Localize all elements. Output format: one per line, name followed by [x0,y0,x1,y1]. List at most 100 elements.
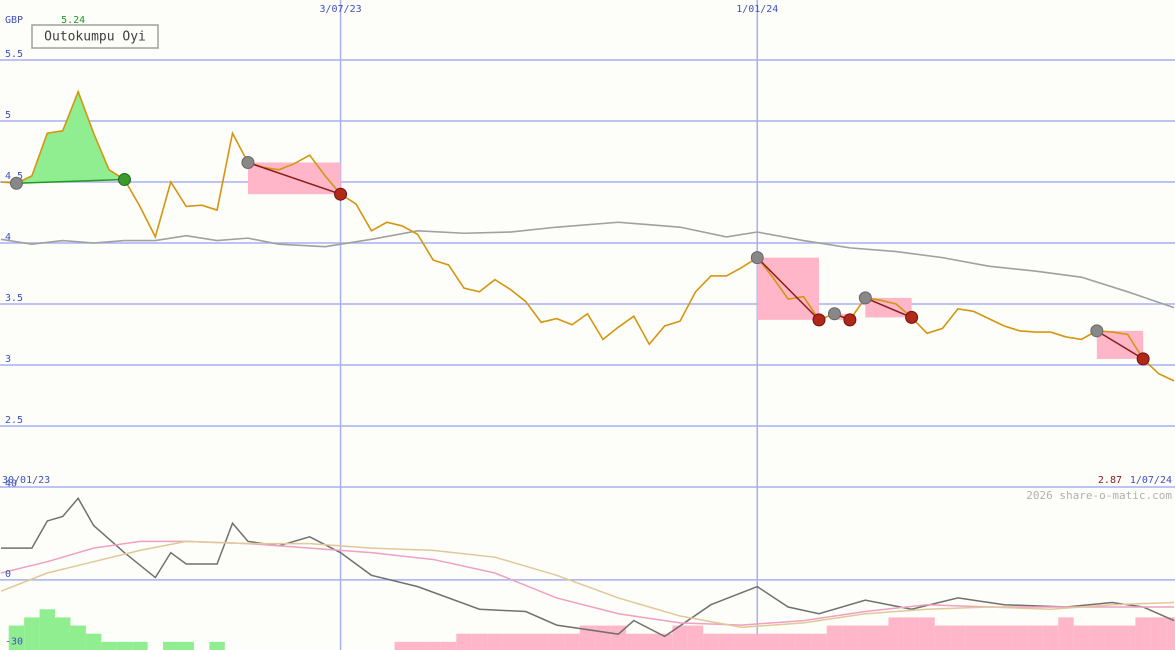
volume-bar [780,633,796,650]
volume-bar [1135,617,1151,650]
volume-bar [209,641,225,650]
volume-bar [857,625,874,650]
start-date: 30/01/23 [2,475,50,486]
volume-bar [718,633,735,650]
oscillator-line [0,540,1175,629]
volume-bar [795,633,812,650]
volume-bar [873,625,889,650]
volume-bar [1011,625,1028,650]
volume-bar [55,617,71,650]
volume-bar [934,625,951,650]
volume-bar [888,617,904,650]
y-tick-label: 3.5 [5,293,23,304]
y-tick-label: 5.5 [5,49,23,60]
volume-bar [487,633,503,650]
exit-marker [1136,352,1150,366]
volume-bar [687,625,704,650]
volume-bar [842,625,858,650]
entry-marker [241,155,255,169]
volume-bar [965,625,982,650]
y-tick-label: 4 [5,232,11,243]
volume-bar [39,609,56,650]
y-tick-label: 3 [5,354,11,365]
currency-label: GBP [5,15,23,26]
volume-bar [85,633,102,650]
high-label: 5.24 [61,15,85,26]
trade-line [247,161,341,195]
volume-bar [394,641,411,650]
volume-bar [1166,617,1175,650]
volume-bar [425,641,441,650]
volume-bar [811,633,827,650]
volume-bar [178,641,194,650]
oscillator-line [0,540,1174,626]
volume-bar [116,641,133,650]
volume-bar [764,633,781,650]
volume-bar [502,633,519,650]
volume-bar [518,633,534,650]
volume-bar [672,625,688,650]
chart-title: Outokumpu Oyi [44,30,146,45]
exit-marker [812,313,826,327]
volume-bar [456,633,472,650]
y-tick-label: 40 [5,478,17,489]
volume-bar [8,625,25,650]
trade-line [865,297,912,319]
y-tick-label: 4.5 [5,171,23,182]
entry-marker [827,307,841,321]
exit-marker [117,173,131,187]
x-tick-label: 3/07/23 [319,4,361,15]
volume-bar [641,633,657,650]
last-price: 2.87 [1098,475,1122,486]
price-line [0,89,1175,382]
entry-marker [750,251,764,265]
volume-bar [950,625,966,650]
title-box [31,24,159,49]
volume-bar [1073,625,1090,650]
entry-marker [1090,324,1104,338]
y-tick-label: 0 [5,569,11,580]
volume-bar [132,641,148,650]
volume-bar [1119,625,1136,650]
volume-bar [1042,625,1059,650]
volume-bar [626,633,642,650]
volume-bar [903,617,920,650]
trade-line [1096,330,1144,360]
trade-line [756,257,820,321]
volume-bar [981,625,997,650]
volume-bar [826,625,843,650]
volume-bar [440,641,457,650]
volume-bar [163,641,179,650]
y-tick-label: 2.5 [5,415,23,426]
volume-bar [656,633,673,650]
volume-bar [1089,625,1105,650]
volume-bar [471,633,488,650]
x-tick-label: 1/01/24 [736,4,778,15]
volume-bar [70,625,86,650]
volume-bar [410,641,426,650]
volume-bar [24,617,40,650]
volume-bar [533,633,549,650]
volume-bar [1058,617,1074,650]
oscillator-line [1,497,1175,638]
volume-bar [595,625,611,650]
volume-bar [101,641,117,650]
volume-bar [1150,617,1167,650]
entry-marker [858,291,872,305]
copyright: 2026 share-o-matic.com [1026,489,1172,502]
volume-bar [564,633,580,650]
volume-bar [749,633,765,650]
volume-bar [1027,625,1043,650]
y-tick-label: -30 [5,637,23,648]
volume-bar [548,633,565,650]
volume-bar [996,625,1012,650]
volume-bar [703,633,719,650]
volume-bar [919,617,935,650]
trade-line [16,178,125,184]
entry-marker [9,176,23,190]
y-tick-label: 5 [5,110,11,121]
average-line [0,221,1175,309]
gain-area [16,91,125,184]
